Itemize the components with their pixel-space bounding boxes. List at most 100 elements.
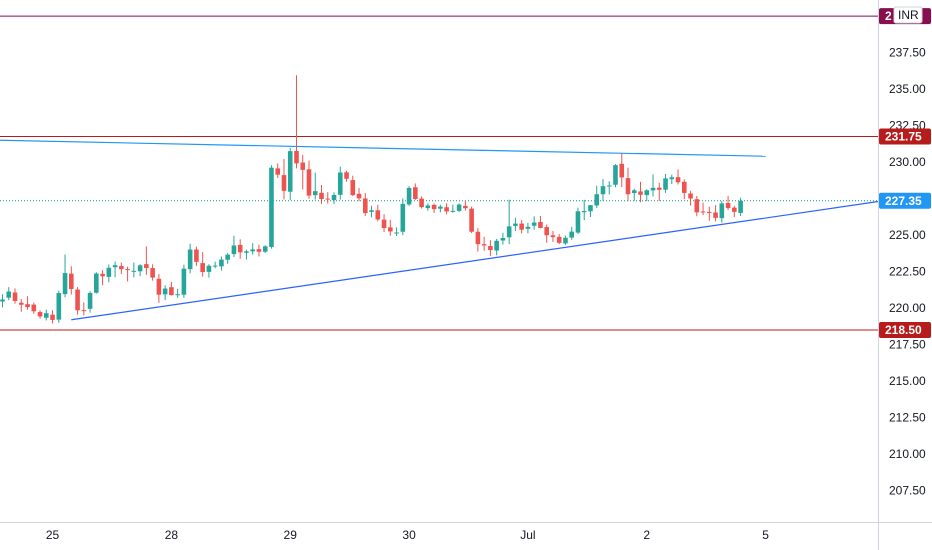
candle-body — [556, 236, 562, 243]
candle-body — [519, 223, 524, 230]
candle-body — [356, 193, 362, 199]
candle-body — [581, 211, 587, 213]
candle-body — [169, 287, 174, 296]
candle — [100, 270, 105, 286]
candle — [244, 249, 249, 260]
candle-body — [269, 167, 274, 247]
candle — [656, 182, 662, 201]
x-tick-label: 28 — [165, 528, 179, 542]
y-tick-label: 215.00 — [889, 374, 926, 388]
candle-body — [525, 226, 531, 229]
candle-body — [325, 198, 331, 200]
candle-body — [600, 186, 606, 195]
candle — [212, 261, 218, 269]
candle — [331, 192, 337, 205]
y-tick-label: 235.00 — [889, 82, 926, 96]
candle-body — [31, 304, 37, 312]
candle-body — [694, 199, 700, 213]
candle — [594, 185, 600, 208]
candle-body — [25, 304, 30, 308]
candle-body — [256, 249, 262, 252]
candle — [581, 199, 587, 221]
candle — [713, 205, 718, 222]
x-tick-label: 2 — [643, 528, 650, 542]
candle — [506, 199, 512, 245]
candle-body — [125, 269, 130, 271]
candle-body — [100, 273, 105, 277]
candle — [369, 205, 374, 218]
price-level-badge: 218.50 — [879, 322, 931, 338]
candle — [344, 170, 349, 182]
candle — [544, 224, 549, 243]
trendline[interactable] — [0, 139, 766, 157]
currency-badge[interactable]: INR — [893, 6, 923, 24]
y-tick-label: 222.50 — [889, 265, 926, 279]
candle-body — [488, 246, 493, 251]
candle — [463, 200, 468, 211]
candle — [18, 299, 24, 312]
y-tick-label: 237.50 — [889, 46, 926, 60]
candle — [575, 207, 581, 235]
candle — [37, 310, 43, 319]
candle-body — [50, 314, 55, 320]
trendlines[interactable] — [0, 139, 879, 321]
candle-body — [513, 223, 518, 226]
candle-body — [688, 193, 693, 199]
candle — [43, 309, 49, 321]
candle-body — [475, 231, 481, 245]
candle-body — [187, 249, 193, 270]
trendline[interactable] — [71, 200, 879, 321]
candle — [319, 185, 324, 205]
candle — [131, 262, 137, 278]
candle-body — [81, 310, 87, 312]
candle — [613, 164, 618, 188]
candle — [325, 192, 331, 204]
candle — [175, 288, 180, 298]
y-tick-label: 210.00 — [889, 447, 926, 461]
candle-body — [250, 249, 255, 252]
last-price-badge-bg — [879, 192, 931, 209]
candle — [0, 294, 5, 308]
price-axis[interactable]: 237.50235.00232.50230.00227.50225.00222.… — [878, 0, 927, 550]
candle — [106, 264, 112, 283]
candle — [94, 272, 99, 294]
candle-body — [94, 273, 99, 293]
candle-body — [707, 211, 712, 213]
candle-body — [669, 177, 675, 180]
candle — [538, 215, 543, 229]
candle — [187, 243, 193, 274]
candle — [431, 203, 437, 213]
candle — [531, 216, 537, 230]
candle-body — [231, 245, 237, 255]
x-tick-label: 30 — [402, 528, 416, 542]
candle — [219, 256, 224, 271]
time-axis[interactable]: 25 28 29 30 Jul 2 5 — [0, 522, 932, 543]
candle — [150, 264, 155, 281]
candle-body — [175, 294, 180, 296]
candle — [237, 239, 243, 259]
x-tick-label: Jul — [520, 528, 535, 542]
candle — [12, 288, 18, 304]
candle — [388, 219, 393, 236]
candle-body — [244, 251, 249, 253]
candle-body — [69, 273, 74, 289]
candle-body — [137, 265, 143, 272]
candle-body — [619, 163, 625, 178]
horizontal-levels[interactable] — [0, 15, 878, 331]
candle — [700, 202, 706, 216]
candle-body — [394, 232, 399, 234]
candle-body — [563, 237, 568, 244]
candle-body — [456, 204, 462, 211]
candle — [406, 186, 412, 206]
candle-body — [369, 210, 374, 212]
candle — [469, 206, 474, 234]
candle-body — [425, 205, 431, 209]
candle — [675, 169, 681, 185]
candle-body — [644, 190, 650, 196]
candle-body — [544, 227, 549, 236]
candle-body — [613, 165, 618, 185]
candle — [394, 227, 399, 236]
candle — [350, 175, 356, 197]
candle — [456, 203, 462, 213]
